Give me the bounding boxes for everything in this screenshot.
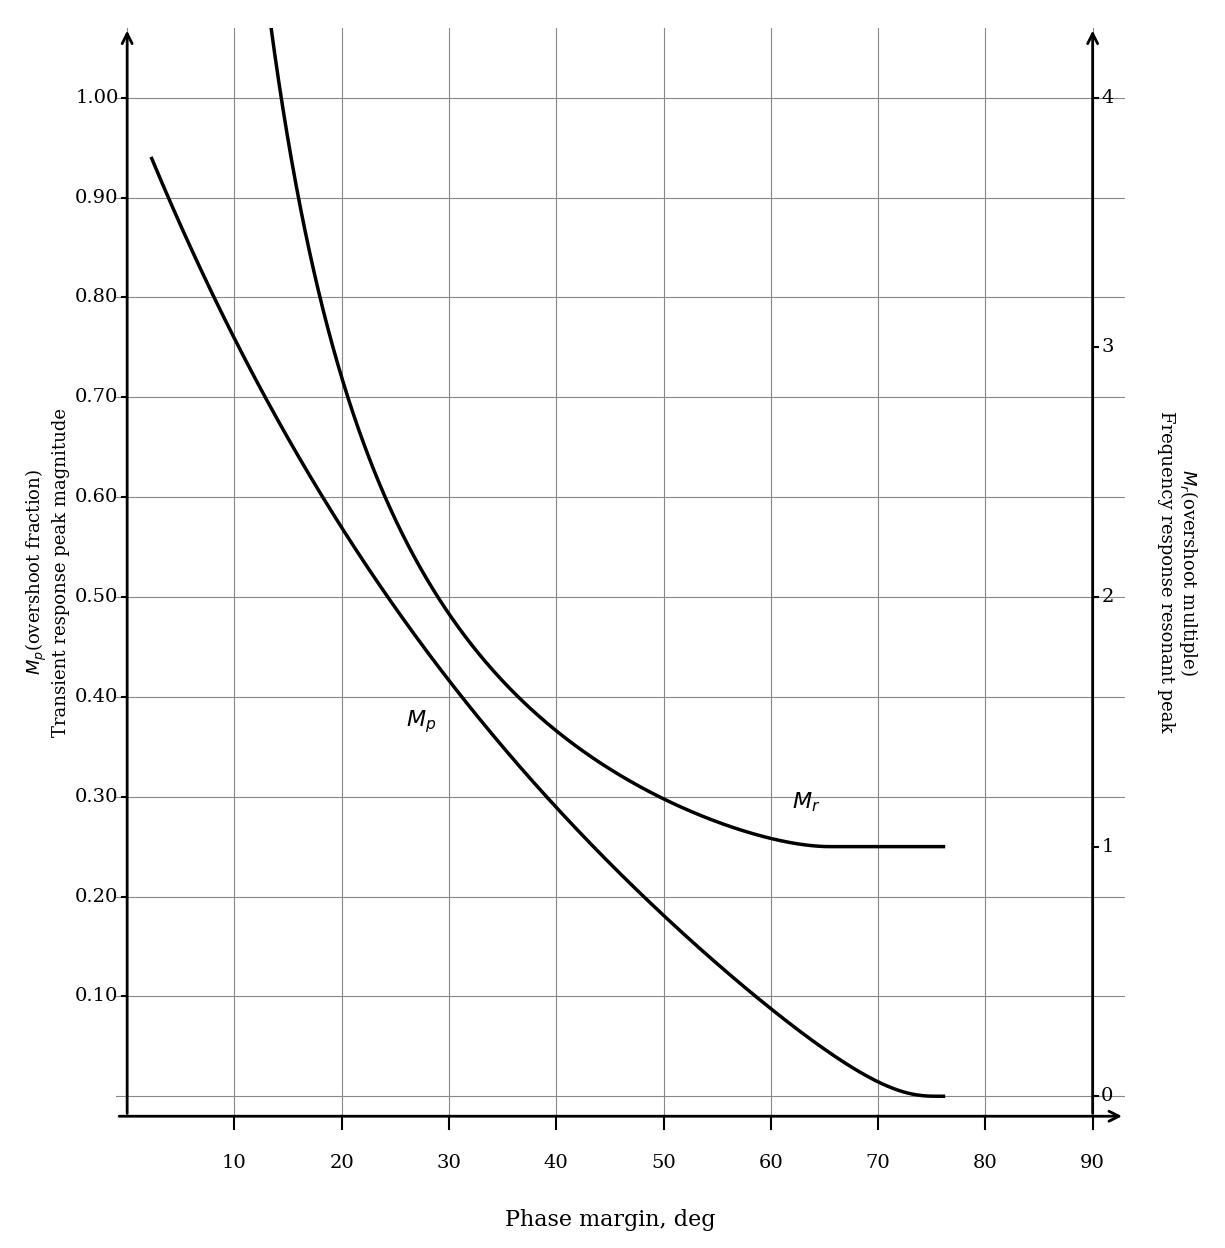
Text: 0.80: 0.80 <box>75 288 119 307</box>
Text: 2: 2 <box>1101 588 1114 607</box>
Text: 80: 80 <box>973 1154 997 1172</box>
Text: 0.90: 0.90 <box>75 188 119 206</box>
Text: $M_r$(overshoot multiple)
Frequency response resonant peak: $M_r$(overshoot multiple) Frequency resp… <box>1156 412 1200 733</box>
Text: 30: 30 <box>436 1154 462 1172</box>
Text: 0.40: 0.40 <box>75 688 119 706</box>
Text: 60: 60 <box>758 1154 783 1172</box>
Text: $M_p$(overshoot fraction)
Transient response peak magnitude: $M_p$(overshoot fraction) Transient resp… <box>23 408 70 736</box>
Text: 1.00: 1.00 <box>75 89 119 106</box>
Text: 20: 20 <box>330 1154 354 1172</box>
Text: 0.30: 0.30 <box>75 787 119 806</box>
Text: 0: 0 <box>1101 1087 1114 1106</box>
Text: 0.70: 0.70 <box>75 388 119 407</box>
Text: Phase margin, deg: Phase margin, deg <box>505 1209 715 1231</box>
Text: 0.10: 0.10 <box>75 987 119 1006</box>
Text: 4: 4 <box>1101 89 1114 106</box>
Text: 3: 3 <box>1101 338 1114 357</box>
Text: 50: 50 <box>652 1154 676 1172</box>
Text: 1: 1 <box>1101 837 1114 856</box>
Text: $M_r$: $M_r$ <box>793 790 821 814</box>
Text: 0.20: 0.20 <box>75 887 119 906</box>
Text: 90: 90 <box>1080 1154 1105 1172</box>
Text: $M_p$: $M_p$ <box>405 709 436 735</box>
Text: 0.60: 0.60 <box>75 488 119 507</box>
Text: 70: 70 <box>866 1154 891 1172</box>
Text: 0.50: 0.50 <box>75 588 119 607</box>
Text: 10: 10 <box>222 1154 246 1172</box>
Text: 40: 40 <box>544 1154 568 1172</box>
